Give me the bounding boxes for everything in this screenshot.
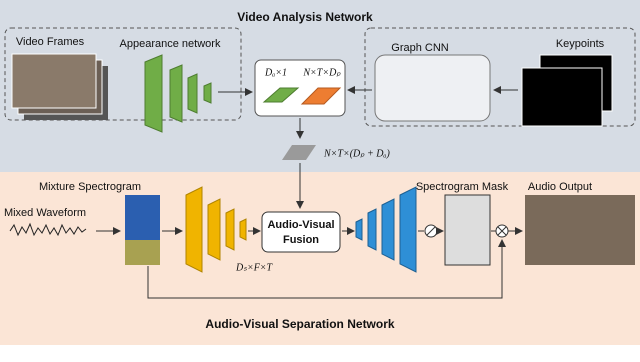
label: N×T×(Dₚ + Dₐ) [323,148,390,159]
label: Spectrogram Mask [416,181,509,193]
section-title: Audio-Visual Separation Network [205,317,394,331]
frame [11,53,97,109]
op-line [497,226,507,236]
fusion-box [261,211,341,253]
label: Keypoints [556,38,605,50]
label: Audio Output [528,181,592,193]
keypoint-frame [521,67,603,127]
section-title: Video Analysis Network [237,10,373,24]
pose-box [364,27,636,127]
slab [300,87,342,105]
spectrogram [125,240,160,265]
audio-encoder [185,186,247,273]
appearance-net [144,54,212,133]
skip-arrow [147,239,506,299]
label: Fusion [283,234,319,246]
label: Mixed Waveform [4,207,86,219]
video-box [4,27,242,121]
label: Dₐ×1 [264,67,287,78]
label: Graph CNN [391,42,449,54]
op-line [426,226,436,236]
slab [282,145,316,160]
label: Video Frames [16,36,85,48]
label: N×T×Dₚ [302,67,341,78]
graph-cnn [374,54,491,122]
audio-decoder [355,186,417,273]
label: Mixture Spectrogram [39,181,141,193]
label: Appearance network [120,38,221,50]
label: Dₛ×F×T [235,262,274,273]
output-frame [525,195,635,265]
label: Audio-Visual [267,219,334,231]
mask [444,194,491,266]
waveform [9,222,87,237]
slab [262,87,300,103]
